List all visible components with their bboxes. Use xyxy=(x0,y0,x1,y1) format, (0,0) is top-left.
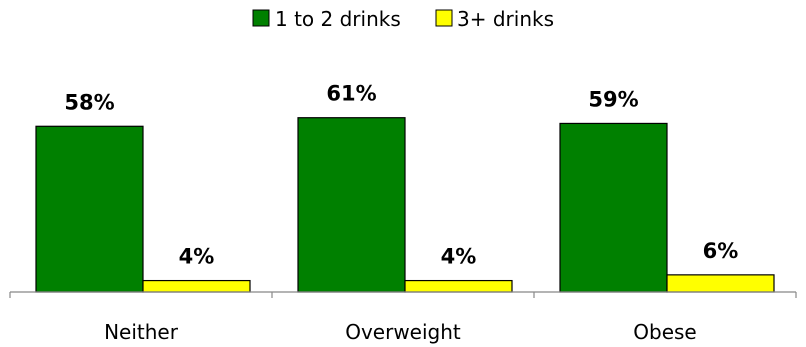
category-label-overweight: Overweight xyxy=(345,320,461,344)
legend-label-2: 3+ drinks xyxy=(457,7,554,31)
data-label-neither-series-1: 58% xyxy=(64,90,114,114)
legend-label-1: 1 to 2 drinks xyxy=(275,7,401,31)
category-label-obese: Obese xyxy=(633,320,696,344)
data-label-obese-series-2: 6% xyxy=(703,239,739,263)
legend-swatch-1 xyxy=(252,9,270,27)
category-label-neither: Neither xyxy=(104,320,179,344)
data-label-neither-series-2: 4% xyxy=(179,245,215,269)
bar-neither-series-2 xyxy=(142,279,251,293)
bar-obese-series-1 xyxy=(559,122,668,293)
bar-overweight-series-1 xyxy=(297,117,406,293)
x-axis: Neither Overweight Obese xyxy=(9,291,797,344)
data-label-obese-series-1: 59% xyxy=(588,87,638,111)
bars xyxy=(35,117,775,293)
bar-overweight-series-2 xyxy=(404,279,513,293)
data-label-overweight-series-2: 4% xyxy=(441,245,477,269)
legend-swatch-2 xyxy=(435,9,453,27)
bar-neither-series-1 xyxy=(35,125,144,293)
data-labels: 58% 4% 61% 4% 59% 6% xyxy=(64,82,738,269)
legend: 1 to 2 drinks 3+ drinks xyxy=(252,7,554,31)
bar-obese-series-2 xyxy=(666,274,775,293)
data-label-overweight-series-1: 61% xyxy=(326,82,376,106)
